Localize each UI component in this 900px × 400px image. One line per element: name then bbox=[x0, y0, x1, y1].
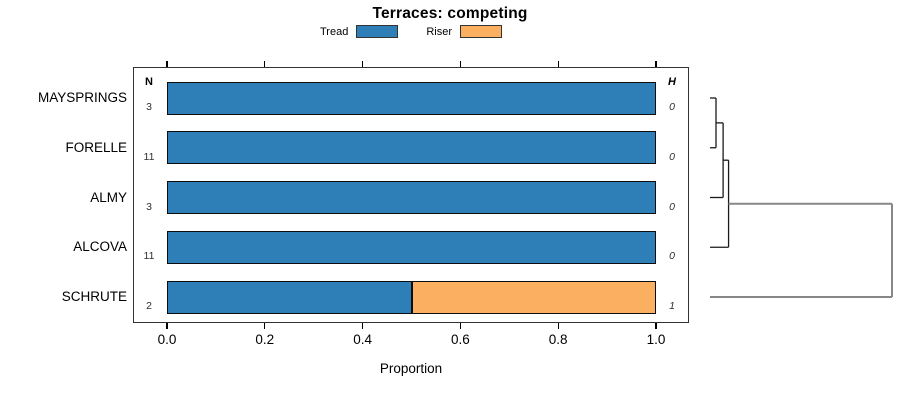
x-axis-tick-top bbox=[459, 61, 461, 67]
category-label: SCHRUTE bbox=[61, 289, 127, 304]
h-value: 0 bbox=[669, 101, 675, 113]
n-value: 2 bbox=[146, 300, 152, 312]
x-axis-tick-top bbox=[264, 61, 266, 67]
h-column-header: H bbox=[668, 76, 676, 88]
x-axis-tick-bottom bbox=[362, 323, 364, 329]
bar-segment-tread bbox=[167, 131, 656, 165]
x-axis-tick-bottom bbox=[655, 323, 657, 329]
x-axis-tick-label: 0.4 bbox=[353, 332, 372, 347]
x-axis-tick-top bbox=[166, 61, 168, 67]
category-label: MAYSPRINGS bbox=[37, 90, 127, 105]
chart-title: Terraces: competing bbox=[372, 5, 528, 22]
x-axis-tick-bottom bbox=[459, 323, 461, 329]
x-axis-tick-top bbox=[655, 61, 657, 67]
h-value: 1 bbox=[669, 300, 675, 312]
h-value: 0 bbox=[669, 250, 675, 263]
h-value: 0 bbox=[669, 150, 675, 163]
x-axis-tick-top bbox=[362, 61, 364, 67]
category-label: ALCOVA bbox=[73, 239, 127, 255]
x-axis-tick-label: 0.0 bbox=[157, 332, 177, 347]
bar-segment-riser bbox=[411, 280, 656, 314]
bar-segment-tread bbox=[167, 181, 656, 214]
bar-segment-tread bbox=[167, 280, 412, 314]
n-column-header: N bbox=[145, 76, 153, 88]
legend-item-riser: Riser bbox=[426, 25, 502, 38]
n-value: 3 bbox=[146, 101, 152, 113]
x-axis-title: Proportion bbox=[379, 361, 443, 376]
x-axis-tick-bottom bbox=[264, 323, 266, 329]
legend-swatch-tread bbox=[356, 25, 399, 38]
x-axis-tick-label: 1.0 bbox=[646, 332, 666, 347]
n-value: 3 bbox=[146, 200, 152, 213]
x-axis-tick-bottom bbox=[166, 323, 168, 329]
x-axis-tick-bottom bbox=[557, 323, 559, 329]
bar-segment-tread bbox=[167, 81, 656, 115]
h-value: 0 bbox=[669, 200, 675, 213]
legend-label-tread: Tread bbox=[320, 25, 349, 38]
legend-swatch-riser bbox=[460, 25, 502, 38]
category-label: FORELLE bbox=[65, 139, 127, 155]
n-value: 11 bbox=[143, 150, 155, 163]
legend-item-tread: Tread bbox=[320, 25, 399, 38]
x-axis-tick-label: 0.2 bbox=[255, 332, 275, 347]
bar-segment-tread bbox=[167, 230, 656, 264]
x-axis-tick-label: 0.8 bbox=[548, 332, 568, 347]
legend: Tread Riser bbox=[133, 25, 689, 38]
legend-label-riser: Riser bbox=[426, 25, 452, 38]
x-axis-tick-top bbox=[557, 61, 559, 67]
x-axis-tick-label: 0.6 bbox=[451, 332, 470, 347]
n-value: 11 bbox=[143, 250, 155, 263]
category-label: ALMY bbox=[90, 189, 127, 205]
